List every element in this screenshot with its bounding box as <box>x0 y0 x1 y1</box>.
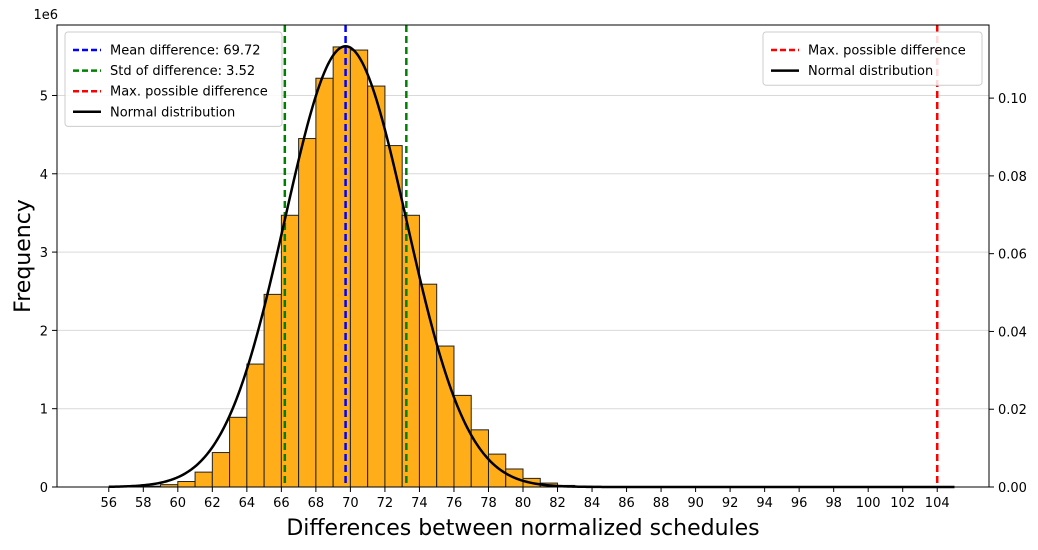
x-tick-label: 70 <box>342 496 359 511</box>
histogram-bar <box>349 49 369 488</box>
x-tick-label: 80 <box>515 496 532 511</box>
y-tick-label: 1 <box>40 403 48 418</box>
y-axis-title: Frequency <box>11 199 36 313</box>
x-tick-label: 100 <box>856 496 881 511</box>
y-tick-label: 0 <box>40 481 48 496</box>
histogram-bars <box>142 46 593 488</box>
legend-left: Mean difference: 69.72 Std of difference:… <box>64 31 283 127</box>
y2-tick-label: 0.04 <box>998 325 1027 340</box>
x-tick-label: 72 <box>377 496 394 511</box>
x-tick-label: 76 <box>446 496 463 511</box>
legend-label: Max. possible difference <box>110 85 268 100</box>
legend-box <box>64 31 283 127</box>
x-axis-title: Differences between normalized schedules <box>286 516 759 541</box>
legend-label: Max. possible difference <box>808 44 966 59</box>
x-tick-label: 102 <box>890 496 915 511</box>
histogram-bar <box>211 452 231 488</box>
histogram-bar <box>436 345 455 488</box>
histogram-bar <box>367 85 386 488</box>
y-tick-label: 3 <box>40 246 48 261</box>
histogram-bar <box>384 145 403 488</box>
x-tick-label: 56 <box>101 496 118 511</box>
y-tick-label: 4 <box>40 168 48 183</box>
y2-tick-label: 0.00 <box>998 481 1027 496</box>
histogram-bar <box>315 77 334 488</box>
y-tick-label: 5 <box>40 89 48 104</box>
histogram-bar <box>246 363 265 488</box>
y2-tick-label: 0.08 <box>998 170 1027 185</box>
legend-label: Normal distribution <box>110 105 235 120</box>
x-tick-label: 78 <box>480 496 497 511</box>
y2-tick-label: 0.10 <box>998 92 1027 107</box>
y-scale-label: 1e6 <box>33 8 58 23</box>
x-tick-label: 88 <box>653 496 670 511</box>
x-tick-label: 90 <box>687 496 704 511</box>
x-tick-label: 82 <box>549 496 566 511</box>
histogram-bar <box>332 46 351 488</box>
legend-label: Mean difference: 69.72 <box>110 44 261 59</box>
y2-tick-label: 0.02 <box>998 403 1027 418</box>
x-tick-label: 74 <box>411 496 428 511</box>
legend-right: Max. possible difference Normal distribut… <box>762 31 983 86</box>
x-tick-label: 68 <box>308 496 325 511</box>
histogram-bar <box>453 394 472 488</box>
x-tick-label: 92 <box>722 496 739 511</box>
y2-tick-label: 0.06 <box>998 248 1027 263</box>
legend-label: Normal distribution <box>808 64 933 79</box>
histogram-bar <box>298 138 317 488</box>
histogram-bar <box>194 471 213 488</box>
legend-box <box>762 31 983 86</box>
x-tick-label: 64 <box>239 496 256 511</box>
x-tick-label: 94 <box>756 496 773 511</box>
x-tick-label: 84 <box>584 496 601 511</box>
x-tick-label: 60 <box>170 496 187 511</box>
x-tick-label: 96 <box>791 496 808 511</box>
x-tick-label: 104 <box>925 496 950 511</box>
histogram-bar <box>263 293 282 488</box>
y-tick-label: 2 <box>40 324 48 339</box>
x-tick-label: 58 <box>135 496 152 511</box>
x-tick-label: 86 <box>618 496 635 511</box>
x-tick-label: 66 <box>273 496 290 511</box>
legend-label: Std of difference: 3.52 <box>110 64 255 79</box>
histogram-bar <box>229 416 248 488</box>
x-tick-label: 98 <box>825 496 842 511</box>
histogram-bar <box>177 481 196 488</box>
x-tick-label: 62 <box>204 496 221 511</box>
histogram-bar <box>401 214 420 488</box>
